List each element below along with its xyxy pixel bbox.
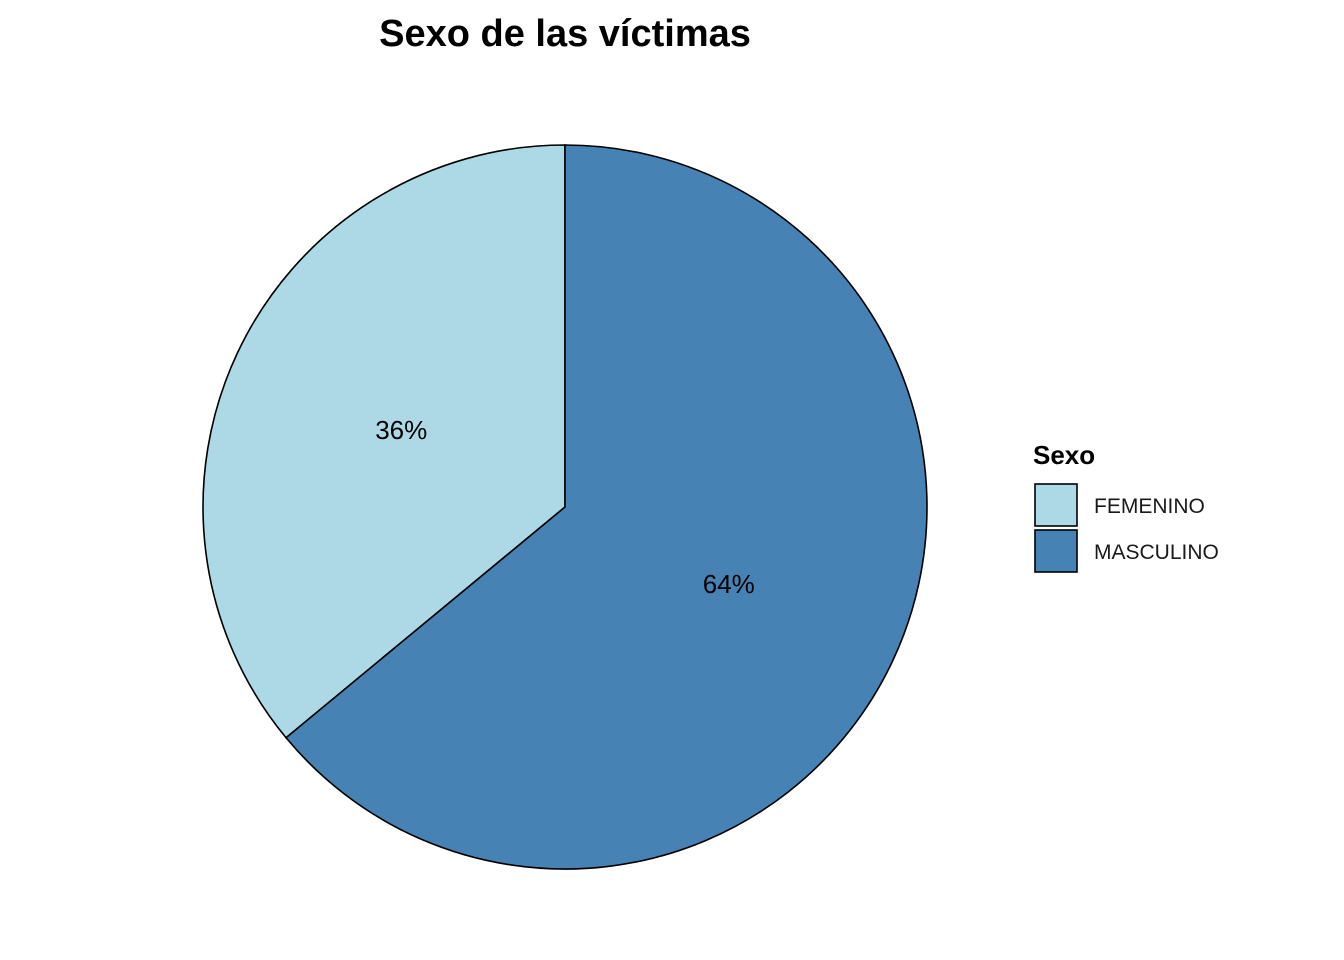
legend: Sexo FEMENINO MASCULINO xyxy=(1033,440,1219,573)
legend-label-femenino: FEMENINO xyxy=(1094,495,1205,518)
pie-slice-masculino xyxy=(284,144,928,870)
legend-title: Sexo xyxy=(1033,440,1095,470)
pie-slice-femenino xyxy=(202,144,566,739)
slice-label-masculino: 64% xyxy=(703,569,755,599)
pie-slice-labels: 36% 64% xyxy=(375,415,755,599)
chart-title: Sexo de las víctimas xyxy=(379,13,751,55)
legend-items: FEMENINO MASCULINO xyxy=(1034,483,1219,573)
legend-label-masculino: MASCULINO xyxy=(1094,541,1219,564)
slice-label-femenino: 36% xyxy=(375,415,427,445)
legend-key-masculino xyxy=(1034,529,1078,573)
legend-key-femenino xyxy=(1034,483,1078,527)
pie-slices xyxy=(202,144,928,870)
